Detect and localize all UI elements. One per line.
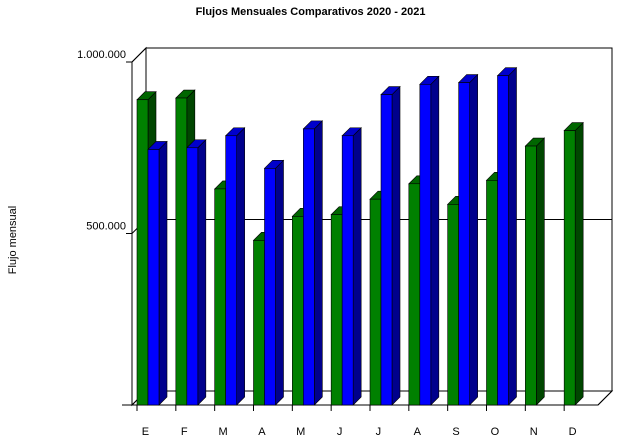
bar xyxy=(524,137,546,406)
x-tick-label: J xyxy=(376,426,382,438)
y-ticks: 500.000 1.000.000 xyxy=(77,49,132,406)
bar xyxy=(147,140,168,406)
bar-front xyxy=(458,82,470,406)
bar xyxy=(419,75,440,406)
bar-front xyxy=(136,99,149,406)
bars xyxy=(136,66,584,406)
chart-title: Flujos Mensuales Comparativos 2020 - 202… xyxy=(195,6,426,18)
bar-front xyxy=(341,135,354,406)
bar-front xyxy=(303,128,315,406)
bar xyxy=(457,73,479,406)
bar-side xyxy=(236,127,245,406)
bar xyxy=(263,159,285,406)
bar-side xyxy=(536,137,545,406)
x-tick-label: N xyxy=(530,426,538,438)
bar-front xyxy=(147,149,160,406)
bar-front xyxy=(225,135,237,406)
bar-front xyxy=(408,183,421,406)
x-tick-label: D xyxy=(569,426,577,438)
bar-front xyxy=(214,188,226,406)
bar-side xyxy=(574,121,584,406)
x-tick-label: E xyxy=(142,426,149,438)
bar-front xyxy=(497,75,509,406)
bar xyxy=(496,66,518,406)
bar-front xyxy=(380,94,393,406)
right-edge xyxy=(597,390,613,406)
bar-side xyxy=(391,85,401,406)
grid-line-depth xyxy=(131,47,147,63)
bar-side xyxy=(469,73,478,406)
bar xyxy=(224,127,246,406)
bar-side xyxy=(352,127,362,406)
y-tick-label: 1.000.000 xyxy=(77,49,126,61)
x-tick-label: J xyxy=(337,426,343,438)
x-tick-label: A xyxy=(258,426,266,438)
x-tick-label: S xyxy=(452,426,459,438)
bar-side xyxy=(430,75,440,406)
bar-front xyxy=(264,168,276,406)
x-tick-label: A xyxy=(414,426,422,438)
y-tick-label: 500.000 xyxy=(86,221,126,233)
bar-front xyxy=(292,216,304,406)
bar-side xyxy=(314,120,323,406)
bar-side xyxy=(508,66,517,406)
x-tick-label: M xyxy=(296,426,305,438)
bar-front xyxy=(330,214,343,406)
bar xyxy=(341,127,362,406)
bar-front xyxy=(419,83,432,406)
bar-side xyxy=(197,139,207,406)
bar-front xyxy=(486,180,498,406)
x-tick-label: F xyxy=(181,426,188,438)
x-tick-label: O xyxy=(491,426,500,438)
bar xyxy=(563,121,584,406)
bar-side xyxy=(275,159,284,406)
bar-front xyxy=(369,198,382,406)
bar xyxy=(302,120,324,406)
bar-front xyxy=(175,97,188,406)
bar-front xyxy=(186,147,199,406)
bar xyxy=(380,85,401,406)
bar-front xyxy=(253,240,265,406)
bar-front xyxy=(525,145,537,406)
bar xyxy=(186,139,207,406)
bar-front xyxy=(563,130,576,406)
x-tick-label: M xyxy=(218,426,227,438)
bar-side xyxy=(158,140,168,406)
bar-front xyxy=(447,204,459,406)
